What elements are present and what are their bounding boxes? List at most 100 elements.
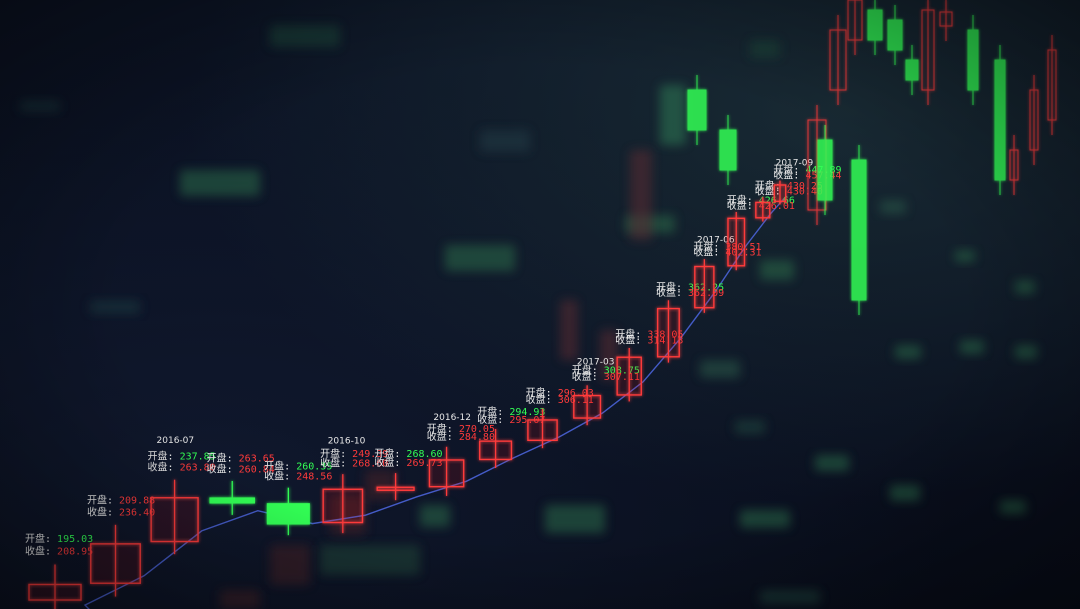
background-candle-7 [735, 420, 765, 434]
background-candle-27 [630, 150, 652, 240]
candle-body-9 [527, 419, 558, 442]
candle-body-15 [755, 201, 771, 219]
candle-1 [90, 524, 141, 597]
candle-body-11 [616, 356, 642, 396]
candle-body-14 [727, 217, 746, 267]
far-candle-3 [867, 0, 883, 55]
open-value-5: 249.39 [352, 449, 388, 460]
far-candle-body-4 [887, 19, 903, 51]
close-value-3: 260.84 [239, 464, 275, 475]
far-candle-body-9 [994, 59, 1006, 181]
far-candle-7 [939, 0, 953, 41]
close-prefix-10: 收盘: [572, 370, 604, 383]
close-label-5: 收盘: 268.60 [320, 457, 388, 470]
far-candle-2 [847, 0, 863, 55]
background-candle-2 [445, 245, 515, 271]
candle-12 [656, 300, 680, 363]
background-candle-18 [760, 260, 794, 280]
close-label-14: 收盘: 426.01 [727, 199, 795, 212]
far-candle-1 [829, 15, 847, 105]
candle-body-16 [773, 184, 787, 203]
open-prefix-13: 开盘: [693, 240, 725, 253]
close-label-6: 收盘: 269.73 [374, 456, 442, 469]
close-label-4: 收盘: 248.56 [264, 470, 332, 483]
candle-11 [616, 347, 642, 402]
far-candle-16 [851, 145, 867, 315]
open-label-4: 开盘: 260.35 [264, 459, 332, 472]
open-value-15: 430.25 [787, 181, 823, 192]
date-label-10: 2017-03 [577, 358, 615, 368]
open-label-7: 开盘: 270.05 [427, 422, 495, 435]
open-prefix-14: 开盘: [727, 193, 759, 206]
background-candle-5 [660, 85, 686, 145]
date-label-13: 2017-06 [697, 235, 735, 245]
open-label-5: 开盘: 249.39 [320, 447, 388, 460]
close-value-14: 426.01 [759, 201, 795, 212]
candle-5 [322, 474, 364, 534]
candle-13 [694, 259, 715, 313]
background-candle-1 [270, 25, 340, 47]
candle-8 [479, 428, 513, 469]
far-candle-14 [687, 75, 707, 145]
trend-line [83, 195, 788, 609]
close-value-6: 269.73 [406, 458, 442, 469]
candle-body-12 [656, 307, 680, 358]
candle-0 [28, 564, 82, 609]
candle-3 [209, 480, 256, 515]
far-candle-body-12 [1047, 49, 1057, 121]
far-candle-body-7 [939, 11, 953, 27]
open-prefix-2: 开盘: [148, 449, 180, 462]
open-label-1: 开盘: 209.88 [87, 493, 155, 506]
far-candle-body-10 [1009, 149, 1019, 181]
candle-9 [527, 408, 558, 449]
background-candle-12 [960, 340, 984, 354]
far-candle-body-14 [687, 89, 707, 131]
background-candle-17 [1000, 500, 1026, 514]
open-label-9: 开盘: 296.03 [526, 386, 594, 399]
background-candle-10 [880, 200, 906, 214]
far-candle-body-3 [867, 9, 883, 41]
far-candle-4 [887, 5, 903, 65]
open-value-0: 195.03 [57, 534, 93, 545]
open-label-3: 开盘: 263.65 [207, 452, 275, 465]
far-candle-body-13 [719, 129, 737, 171]
candle-16 [773, 180, 787, 205]
open-value-8: 294.93 [509, 407, 545, 418]
background-candle-13 [1015, 345, 1037, 359]
far-candle-10 [1009, 135, 1019, 195]
close-prefix-3: 收盘: [207, 462, 239, 475]
candle-15 [755, 197, 771, 222]
far-candle-body-8 [967, 29, 979, 91]
close-prefix-5: 收盘: [320, 457, 352, 470]
background-candle-26 [220, 590, 260, 609]
open-prefix-8: 开盘: [477, 405, 509, 418]
open-label-8: 开盘: 294.93 [477, 405, 545, 418]
open-value-4: 260.35 [296, 461, 332, 472]
close-prefix-13: 收盘: [693, 246, 725, 259]
close-prefix-6: 收盘: [374, 456, 406, 469]
open-value-6: 268.60 [406, 449, 442, 460]
close-prefix-16: 收盘: [773, 168, 805, 181]
candle-body-3 [209, 497, 256, 504]
close-value-15: 430.40 [787, 186, 823, 197]
close-prefix-14: 收盘: [727, 199, 759, 212]
background-candle-3 [480, 130, 530, 152]
open-prefix-12: 开盘: [656, 281, 688, 294]
background-candle-19 [1015, 280, 1035, 294]
open-value-9: 296.03 [558, 388, 594, 399]
far-candle-body-1 [829, 29, 847, 91]
open-prefix-1: 开盘: [87, 493, 119, 506]
background-candle-15 [815, 455, 849, 471]
close-value-2: 263.80 [180, 463, 216, 474]
background-candle-16 [890, 485, 920, 501]
date-label-7: 2016-12 [433, 413, 471, 423]
open-prefix-5: 开盘: [320, 447, 352, 460]
candle-body-10 [573, 394, 602, 419]
close-value-5: 268.60 [352, 459, 388, 470]
candle-10 [573, 385, 602, 426]
open-value-3: 263.65 [239, 454, 275, 465]
far-candle-body-6 [921, 9, 935, 91]
background-candle-24 [270, 545, 310, 585]
open-value-1: 209.88 [119, 495, 155, 506]
